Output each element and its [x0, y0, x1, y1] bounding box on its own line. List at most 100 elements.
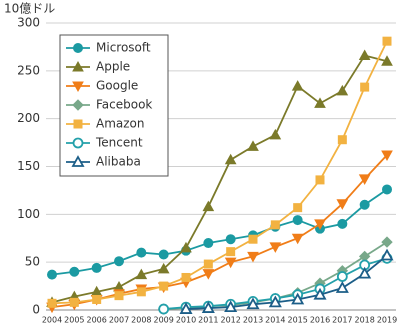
y-tick-label: 0	[32, 303, 40, 317]
y-tick-label: 250	[17, 63, 40, 77]
series	[179, 248, 394, 314]
marker	[360, 82, 370, 92]
marker	[158, 303, 170, 315]
marker	[313, 287, 327, 300]
marker	[224, 153, 237, 165]
marker	[159, 281, 169, 291]
marker	[203, 259, 213, 269]
series	[47, 184, 392, 280]
marker	[114, 291, 124, 301]
y-tick-label: 200	[17, 111, 40, 125]
x-tick-label: 2011	[198, 316, 218, 325]
series-line	[51, 154, 388, 309]
series-line	[185, 254, 388, 310]
marker	[135, 268, 148, 280]
marker	[358, 266, 372, 279]
marker	[181, 272, 191, 282]
x-tick-label: 2009	[153, 316, 173, 325]
marker	[381, 55, 393, 66]
marker	[314, 219, 326, 230]
x-tick-label: 2004	[42, 316, 62, 325]
marker	[72, 99, 84, 111]
legend-label: Facebook	[96, 98, 152, 112]
marker	[71, 155, 85, 167]
marker	[380, 248, 394, 261]
x-tick-label: 2019	[377, 316, 397, 325]
marker	[292, 215, 303, 226]
marker	[158, 249, 169, 260]
marker	[226, 247, 236, 257]
marker	[180, 241, 192, 253]
marker	[202, 200, 215, 212]
marker	[247, 251, 259, 263]
marker	[381, 150, 393, 162]
marker	[201, 301, 215, 313]
legend-label: Microsoft	[96, 41, 151, 55]
legend-label: Amazon	[96, 117, 145, 131]
marker	[359, 199, 370, 210]
marker	[381, 236, 393, 248]
marker	[291, 233, 304, 245]
marker	[69, 297, 79, 307]
marker	[337, 218, 348, 229]
series	[47, 36, 392, 308]
x-tick-label: 2005	[64, 316, 84, 325]
x-tick-label: 2017	[332, 316, 352, 325]
marker	[269, 128, 282, 140]
x-tick-label: 2012	[220, 316, 240, 325]
marker	[382, 184, 392, 195]
marker	[269, 242, 282, 253]
y-tick-label: 300	[17, 16, 40, 30]
marker	[224, 300, 238, 313]
marker	[291, 292, 305, 305]
marker	[47, 269, 57, 280]
marker	[358, 49, 371, 61]
marker	[336, 84, 349, 96]
marker	[136, 287, 146, 297]
series-line	[51, 188, 388, 276]
marker	[136, 247, 147, 258]
x-tick-label: 2013	[243, 316, 263, 325]
marker	[246, 297, 260, 310]
marker	[336, 271, 348, 282]
marker	[270, 220, 280, 230]
marker	[224, 257, 237, 269]
y-tick-label: 150	[17, 159, 40, 173]
legend-label: Google	[96, 79, 138, 93]
marker	[203, 238, 214, 249]
y-tick-label: 100	[17, 207, 40, 221]
marker	[358, 174, 371, 185]
marker	[92, 294, 102, 304]
legend-label: Tencent	[95, 136, 143, 150]
legend-label: Apple	[96, 60, 130, 74]
x-tick-label: 2014	[265, 316, 285, 325]
marker	[72, 81, 84, 93]
marker	[337, 135, 347, 145]
marker	[72, 137, 84, 149]
marker	[248, 234, 258, 244]
marker	[315, 175, 325, 185]
x-tick-label: 2006	[86, 316, 106, 325]
marker	[47, 298, 57, 308]
x-tick-label: 2010	[176, 316, 196, 325]
marker	[91, 262, 102, 273]
marker	[179, 302, 193, 314]
marker	[69, 266, 80, 277]
y-axis-label: 10億ドル	[4, 2, 55, 16]
marker	[291, 80, 304, 91]
marker	[72, 60, 84, 72]
x-tick-label: 2008	[131, 316, 151, 325]
marker	[382, 36, 392, 46]
y-tick-label: 50	[25, 255, 40, 269]
marker	[73, 119, 83, 129]
marker	[225, 234, 236, 245]
marker	[293, 203, 303, 213]
series-line	[51, 54, 388, 304]
marker	[268, 295, 282, 308]
x-tick-label: 2018	[354, 316, 374, 325]
x-tick-label: 2016	[310, 316, 330, 325]
marker	[114, 256, 124, 267]
x-tick-label: 2015	[287, 316, 307, 325]
series-line	[51, 40, 388, 305]
